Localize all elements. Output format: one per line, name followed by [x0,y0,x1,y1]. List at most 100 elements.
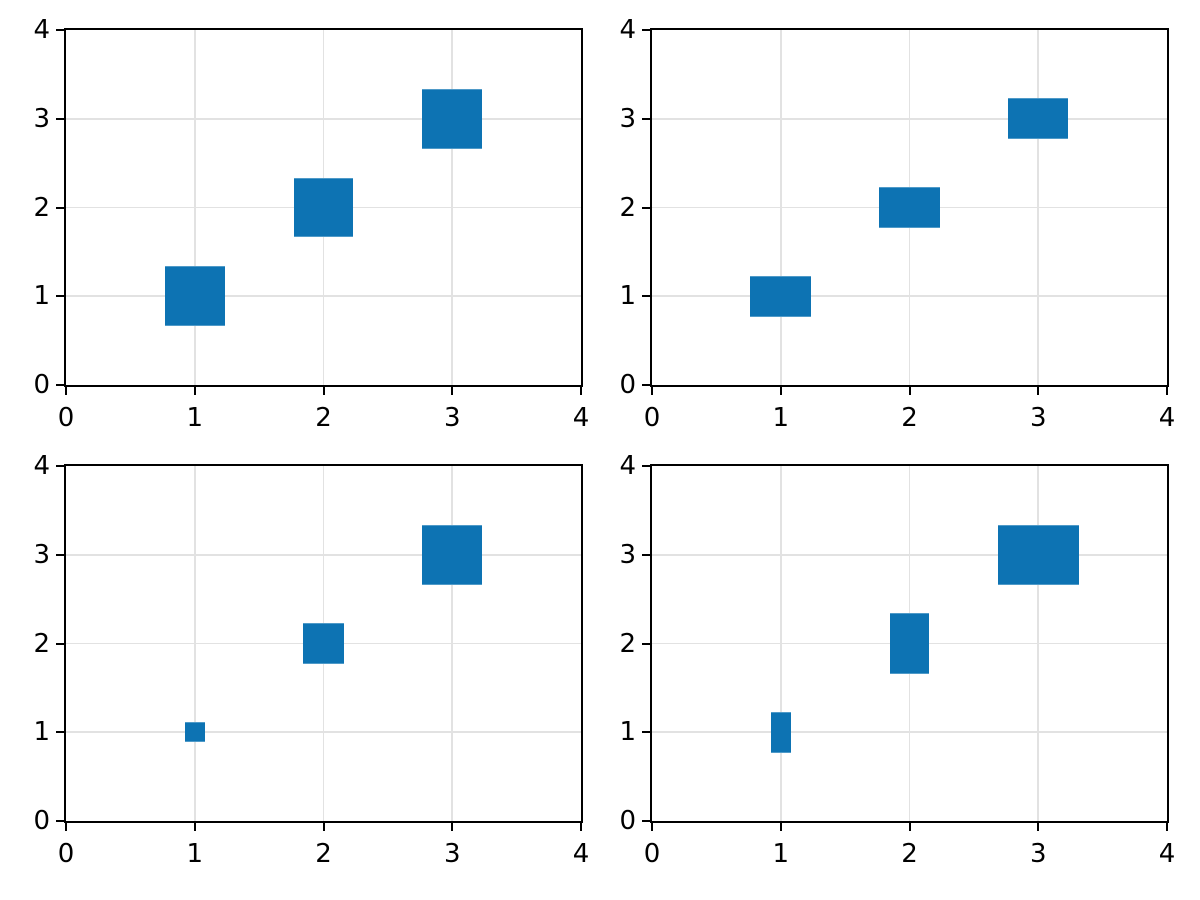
data-square [889,613,929,674]
y-tick-mark [642,29,650,31]
y-tick-label: 2 [33,192,50,223]
y-tick-mark [642,295,650,298]
x-tick-mark [322,387,325,395]
subplot-bottom-right: 0 1 2 3 4 0 1 2 3 4 [619,453,1175,867]
y-tick-label: 1 [619,717,636,748]
gridline-y-1 [66,731,581,734]
y-tick-mark [56,206,64,209]
gridline-y-3 [66,117,581,120]
y-tick-mark [642,553,650,556]
y-tick-mark [642,642,650,645]
y-tick-mark [642,465,650,467]
gridline-y-3 [652,117,1167,120]
plot-area [64,464,583,823]
x-tick-mark [580,823,582,831]
x-tick-mark [193,823,196,831]
y-tick-mark [56,295,64,298]
x-tick-label: 1 [186,403,204,433]
plot-area [64,28,583,387]
y-tick-label: 3 [619,103,636,134]
x-tick-label: 2 [901,403,918,433]
gridline-y-1 [652,731,1167,734]
y-tick-mark [642,820,650,822]
x-tick-label: 0 [643,403,661,433]
y-tick-label: 0 [33,370,50,400]
y-tick-mark [56,642,64,645]
data-square [750,275,811,317]
x-tick-mark [651,823,653,831]
x-tick-label: 4 [572,403,590,433]
data-square [422,88,483,149]
subplot-bottom-left: 0 1 2 3 4 0 1 2 3 4 [33,453,589,867]
x-tick-mark [322,823,325,831]
data-square [997,524,1079,585]
x-tick-mark [65,823,67,831]
x-tick-mark [451,387,454,395]
y-tick-label: 2 [33,628,50,659]
plot-area [650,464,1169,823]
y-tick-label: 4 [619,451,636,481]
x-tick-label: 0 [643,839,661,869]
x-tick-mark [193,387,196,395]
data-square [293,177,354,238]
x-tick-label: 0 [57,403,75,433]
y-tick-mark [56,820,64,822]
data-square [184,722,205,743]
x-tick-label: 0 [57,839,75,869]
y-tick-mark [642,117,650,120]
data-square [164,266,225,327]
x-tick-label: 1 [772,403,790,433]
data-square [770,711,791,753]
y-tick-label: 2 [619,192,636,223]
y-tick-label: 1 [33,281,50,312]
subplot-top-left: 0 1 2 3 4 0 1 2 3 4 [33,17,589,431]
y-tick-mark [56,117,64,120]
x-tick-label: 2 [901,839,918,869]
data-square [422,524,483,585]
x-tick-mark [1166,823,1168,831]
y-tick-mark [56,731,64,734]
gridline-y-1 [652,295,1167,298]
x-tick-label: 3 [1029,403,1047,433]
y-tick-label: 4 [619,15,636,45]
y-tick-mark [56,553,64,556]
x-tick-label: 2 [315,839,332,869]
data-square [879,186,940,228]
gridline-y-3 [652,553,1167,556]
x-tick-label: 1 [772,839,790,869]
x-tick-label: 4 [572,839,590,869]
x-tick-label: 4 [1158,403,1176,433]
y-tick-label: 0 [619,370,636,400]
y-tick-label: 4 [33,15,50,45]
x-tick-mark [779,387,782,395]
y-tick-label: 2 [619,628,636,659]
data-square [1007,98,1069,140]
x-tick-mark [779,823,782,831]
x-tick-mark [908,387,911,395]
subplot-top-right: 0 1 2 3 4 0 1 2 3 4 [619,17,1175,431]
x-tick-label: 1 [186,839,204,869]
x-tick-mark [451,823,454,831]
x-tick-label: 3 [443,839,461,869]
x-tick-mark [908,823,911,831]
y-tick-mark [56,465,64,467]
y-tick-label: 0 [33,806,50,836]
y-tick-mark [56,384,64,386]
y-tick-mark [642,206,650,209]
y-tick-mark [642,731,650,734]
data-square [303,623,344,664]
y-tick-mark [642,384,650,386]
x-tick-mark [1166,387,1168,395]
y-tick-mark [56,29,64,31]
gridline-y-1 [66,295,581,298]
x-tick-label: 2 [315,403,332,433]
y-tick-label: 3 [619,539,636,570]
plot-area [650,28,1169,387]
y-tick-label: 3 [33,103,50,134]
y-tick-label: 0 [619,806,636,836]
x-tick-label: 4 [1158,839,1176,869]
x-tick-mark [580,387,582,395]
x-tick-label: 3 [1029,839,1047,869]
gridline-y-3 [66,553,581,556]
